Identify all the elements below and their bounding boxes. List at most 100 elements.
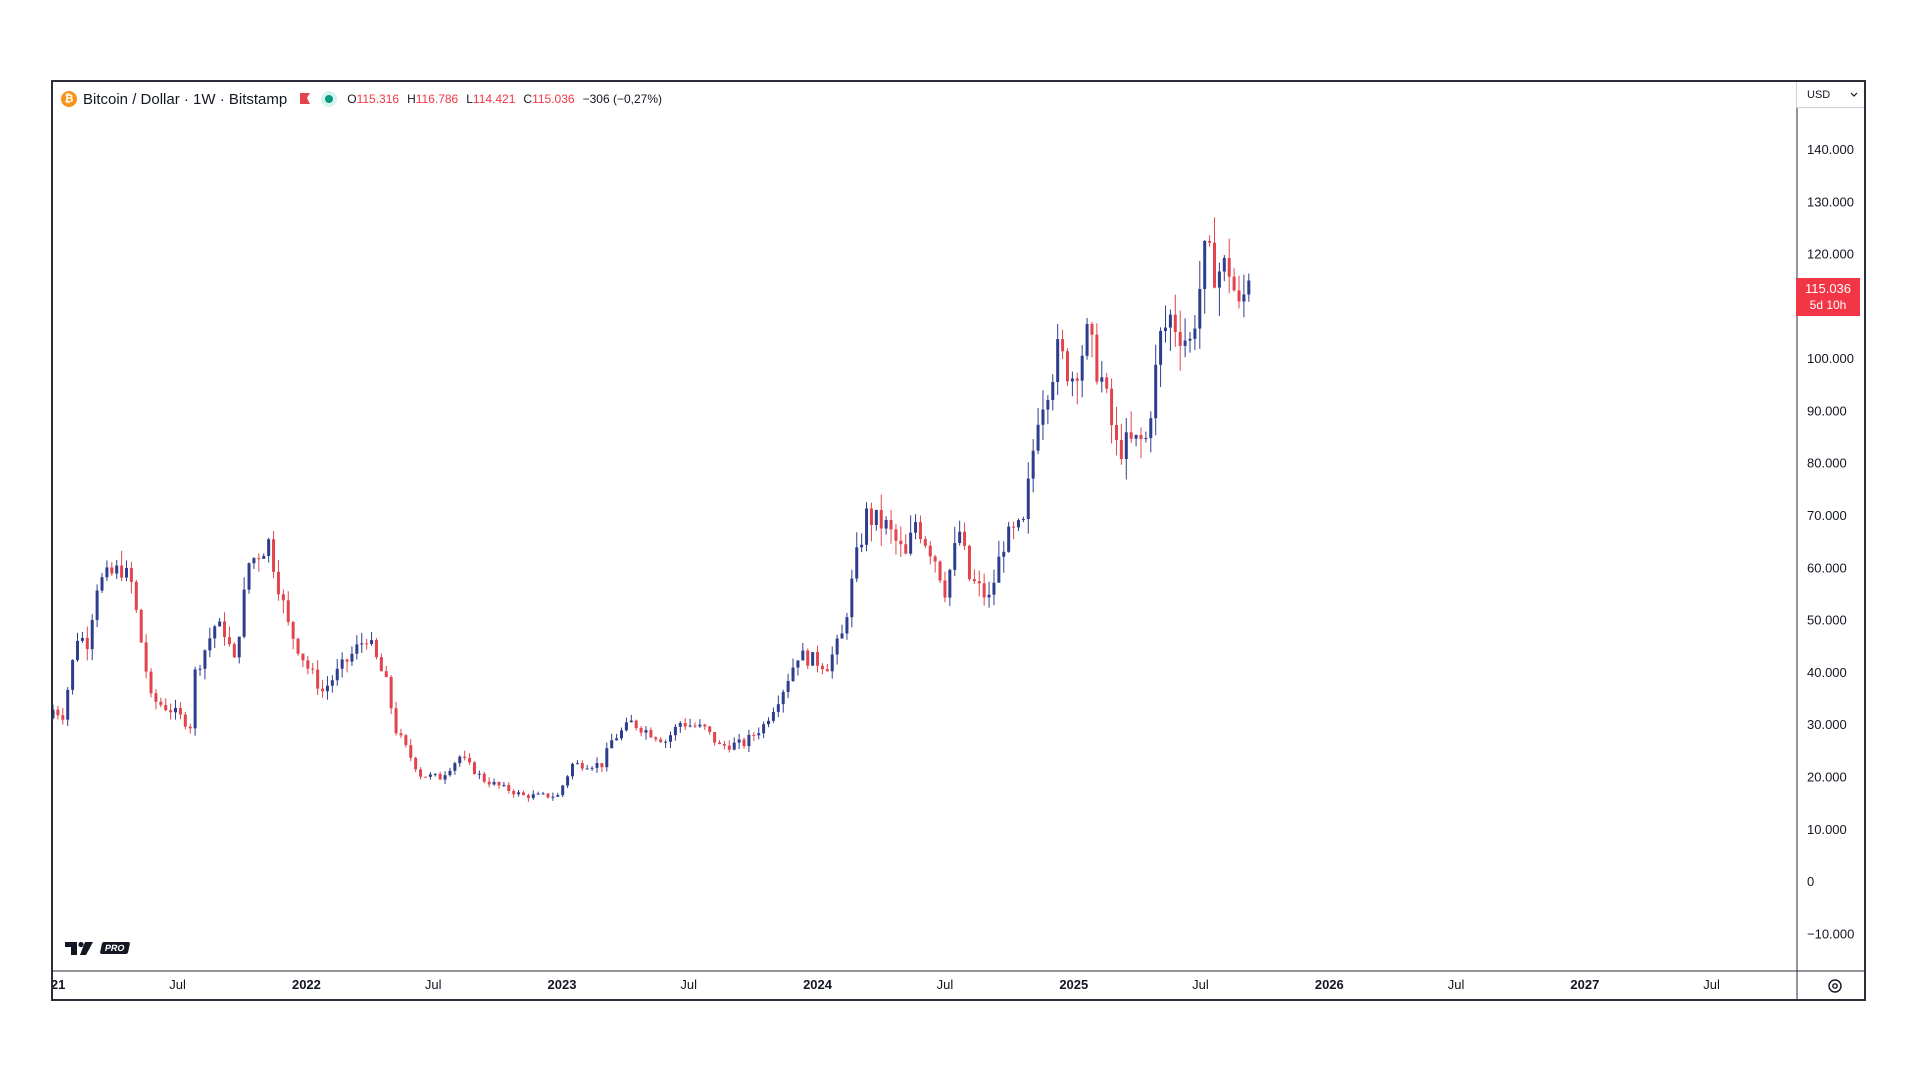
tv-mark-icon bbox=[65, 941, 93, 955]
candle-body bbox=[546, 793, 550, 798]
candle-body bbox=[972, 579, 976, 582]
candle-body bbox=[767, 720, 771, 725]
candle-body bbox=[325, 685, 329, 692]
candle-body bbox=[722, 743, 726, 746]
candle-body bbox=[183, 714, 187, 727]
candle-body bbox=[619, 730, 623, 739]
candle-body bbox=[1163, 327, 1167, 331]
candle-body bbox=[463, 756, 467, 759]
x-tick-label: Jul bbox=[937, 977, 954, 992]
candle-body bbox=[757, 733, 761, 736]
candle-body bbox=[56, 709, 60, 716]
candle-body bbox=[605, 748, 609, 768]
candle-body bbox=[914, 522, 918, 533]
x-tick-label: 2027 bbox=[1570, 977, 1599, 992]
candle-body bbox=[159, 701, 163, 705]
symbol-title[interactable]: Bitcoin / Dollar · 1W · Bitstamp bbox=[83, 90, 288, 108]
candle-body bbox=[472, 762, 476, 774]
candle-body bbox=[536, 793, 540, 795]
candle-body bbox=[708, 726, 712, 732]
candle-body bbox=[1178, 331, 1182, 346]
candle-body bbox=[541, 793, 545, 795]
candle-body bbox=[820, 665, 824, 670]
candle-body bbox=[428, 774, 432, 777]
candle-body bbox=[252, 558, 256, 564]
candle-body bbox=[1212, 242, 1216, 288]
candle-body bbox=[629, 720, 633, 723]
candle-body bbox=[218, 621, 222, 627]
candle-body bbox=[125, 567, 129, 578]
candle-body bbox=[1134, 435, 1138, 439]
candle-body bbox=[816, 652, 820, 666]
candle-body bbox=[1105, 377, 1109, 389]
candle-body bbox=[507, 784, 511, 791]
candle-body bbox=[110, 567, 114, 574]
y-tick-label: 30.000 bbox=[1807, 717, 1847, 732]
candle-body bbox=[874, 509, 878, 526]
candle-body bbox=[242, 589, 246, 637]
candle-body bbox=[1065, 351, 1069, 382]
candle-body bbox=[1046, 400, 1050, 410]
candle-body bbox=[659, 739, 663, 743]
candle-body bbox=[213, 626, 217, 639]
candle-body bbox=[1007, 526, 1011, 552]
candle-body bbox=[835, 638, 839, 655]
candle-body bbox=[115, 565, 119, 574]
candle-body bbox=[551, 796, 555, 798]
price-chart[interactable]: −10.000 0 10.000 20.000 30.000 40.000 50.000 60… bbox=[53, 82, 1864, 999]
candle-body bbox=[938, 561, 942, 581]
currency-select[interactable]: USD bbox=[1796, 82, 1864, 108]
candle-body bbox=[948, 569, 952, 598]
candle-body bbox=[1217, 271, 1221, 288]
candle-body bbox=[492, 782, 496, 785]
candle-body bbox=[1144, 438, 1148, 440]
chart-frame[interactable]: −10.000 0 10.000 20.000 30.000 40.000 50.000 60… bbox=[51, 80, 1866, 1001]
candle-body bbox=[1026, 478, 1030, 520]
candle-body bbox=[840, 633, 844, 639]
candle-body bbox=[752, 734, 756, 736]
candle-body bbox=[419, 769, 423, 777]
x-tick-label: 2022 bbox=[292, 977, 321, 992]
candle-body bbox=[654, 737, 658, 740]
candle-body bbox=[257, 558, 261, 560]
candle-body bbox=[894, 529, 898, 541]
candle-body bbox=[1198, 288, 1202, 329]
candle-body bbox=[414, 757, 418, 770]
x-tick-label: Jul bbox=[680, 977, 697, 992]
candle-body bbox=[830, 654, 834, 672]
candle-body bbox=[1090, 324, 1094, 335]
y-tick-label: 50.000 bbox=[1807, 613, 1847, 628]
candle-body bbox=[649, 730, 653, 738]
candle-body bbox=[879, 509, 883, 529]
candle-body bbox=[139, 609, 143, 643]
candle-body bbox=[1232, 276, 1236, 291]
candle-body bbox=[1016, 520, 1020, 528]
tradingview-logo-icon[interactable]: PRO bbox=[65, 939, 130, 957]
candle-body bbox=[688, 725, 692, 727]
candle-body bbox=[806, 650, 810, 666]
settings-icon[interactable] bbox=[1826, 977, 1844, 995]
candle-body bbox=[497, 782, 501, 786]
candle-body bbox=[61, 715, 65, 720]
candle-body bbox=[982, 583, 986, 598]
candle-body bbox=[771, 711, 775, 721]
ohlc-high: H116.786 bbox=[407, 92, 459, 106]
candle-body bbox=[987, 594, 991, 598]
candle-body bbox=[174, 707, 178, 713]
candle-body bbox=[825, 669, 829, 672]
candle-body bbox=[291, 621, 295, 639]
candle-body bbox=[1247, 280, 1251, 295]
y-tick-label: 130.000 bbox=[1807, 194, 1854, 209]
candle-body bbox=[105, 567, 109, 578]
candle-body bbox=[321, 688, 325, 692]
flag-icon[interactable] bbox=[299, 93, 311, 105]
candle-body bbox=[850, 578, 854, 618]
candle-body bbox=[531, 794, 535, 798]
y-tick-label: 100.000 bbox=[1807, 351, 1854, 366]
candle-body bbox=[1154, 364, 1158, 419]
last-price-tag: 115.036 5d 10h bbox=[1796, 278, 1860, 316]
candle-body bbox=[134, 581, 138, 610]
candle-body bbox=[801, 650, 805, 661]
candle-body bbox=[237, 636, 241, 658]
candle-body bbox=[585, 768, 589, 770]
